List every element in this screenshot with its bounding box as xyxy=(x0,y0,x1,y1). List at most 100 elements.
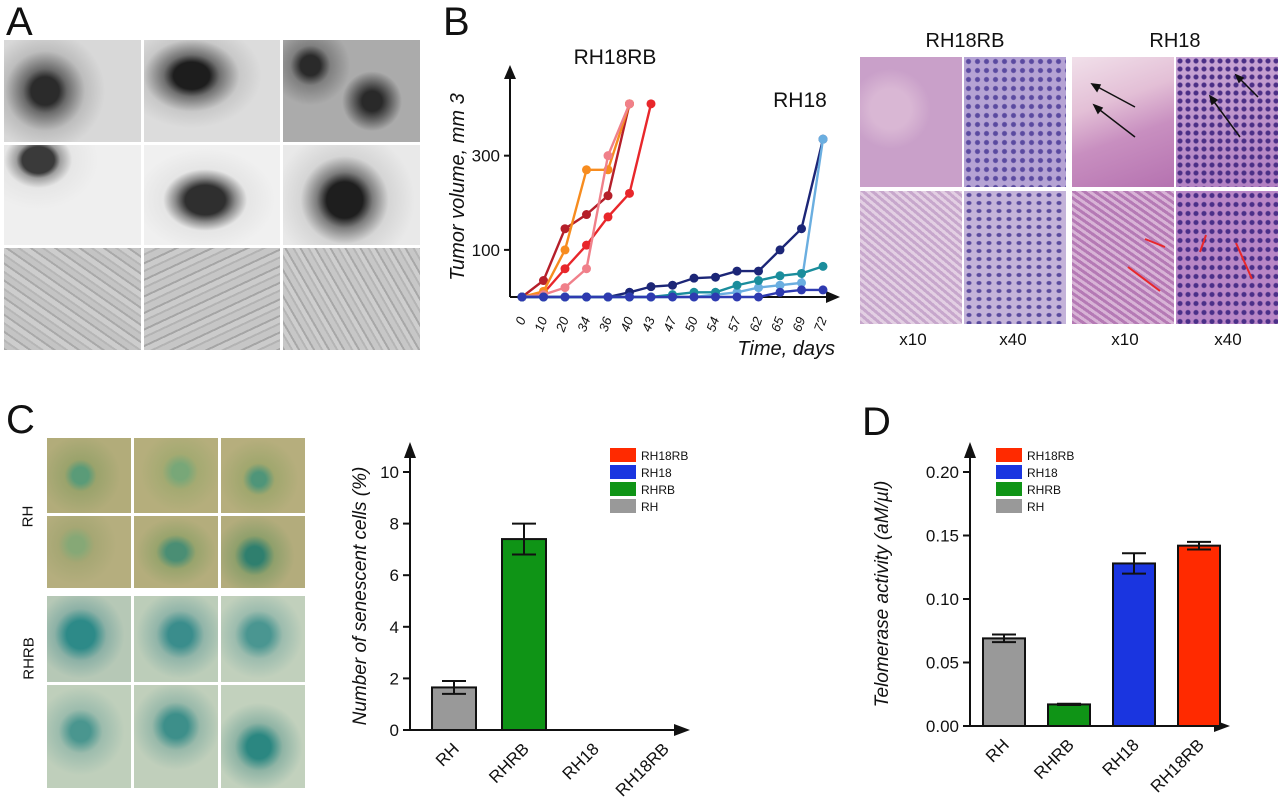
data-point xyxy=(732,292,742,302)
data-point xyxy=(625,99,634,109)
data-point xyxy=(603,191,613,201)
bar xyxy=(1047,703,1091,728)
legend-swatch xyxy=(996,499,1022,513)
x-tick-label: RH18RB xyxy=(612,739,673,800)
stain-image xyxy=(221,438,305,513)
x-tick-label: 10 xyxy=(531,314,550,333)
histology-image xyxy=(1176,191,1278,324)
micrograph xyxy=(4,248,141,350)
data-point xyxy=(560,224,570,234)
micrograph xyxy=(144,40,280,142)
x-tick-label: 50 xyxy=(682,314,701,333)
data-point xyxy=(560,245,570,255)
micrograph xyxy=(144,145,280,245)
data-point xyxy=(517,292,527,302)
legend-label: RH18 xyxy=(1027,466,1058,480)
histology-image xyxy=(1176,57,1278,187)
x-tick-label: 65 xyxy=(768,314,787,333)
legend-label: RHRB xyxy=(641,483,675,497)
legend-swatch xyxy=(996,465,1022,479)
legend-label: RH xyxy=(641,500,658,514)
telomerase-activity-chart: 0.00 0.05 0.10 0.15 0.20 Telomerase activity … xyxy=(872,442,1230,796)
legend-label: RH18RB xyxy=(1027,449,1074,463)
x-tick-label: 47 xyxy=(660,314,679,333)
series-line xyxy=(521,103,631,298)
stain-image xyxy=(134,596,218,682)
y-axis-arrow xyxy=(964,442,976,458)
annotation-rh18: RH18 xyxy=(773,89,827,112)
y-tick-label: 8 xyxy=(390,515,399,534)
x-tick-label: RHRB xyxy=(1030,735,1077,782)
data-point xyxy=(560,264,570,274)
stain-image xyxy=(47,438,131,513)
data-point xyxy=(582,210,591,220)
bar xyxy=(501,538,547,731)
data-point xyxy=(539,276,548,286)
y-axis-label: Number of senescent cells (%) xyxy=(350,467,371,726)
data-point xyxy=(754,276,763,286)
data-point xyxy=(818,285,828,295)
mag-label: x40 xyxy=(1214,330,1242,349)
legend-swatch xyxy=(996,448,1022,462)
data-point xyxy=(818,261,828,271)
data-point xyxy=(775,287,785,297)
data-point xyxy=(603,212,613,222)
mag-label: x10 xyxy=(899,330,927,349)
stain-image xyxy=(134,438,218,513)
x-tick-label: 72 xyxy=(811,314,830,333)
y-tick-label: 0.15 xyxy=(926,527,959,546)
data-point xyxy=(560,283,570,293)
stain-image xyxy=(47,516,131,588)
stain-image xyxy=(221,685,305,788)
x-tick-label: RH18 xyxy=(559,739,603,783)
panel-letter-d: D xyxy=(862,400,891,444)
legend-label: RHRB xyxy=(1027,483,1061,497)
tumor-growth-chart: 100 300 0 10 20 34 36 40 43 47 50 54 57 62 65 69 72 Time,… xyxy=(447,46,840,360)
legend-swatch xyxy=(610,499,636,513)
data-point xyxy=(646,282,656,292)
data-point xyxy=(754,292,763,302)
stain-image xyxy=(221,596,305,682)
legend-label: RH18 xyxy=(641,466,672,480)
histology-title-rh18: RH18 xyxy=(1149,30,1201,52)
micrograph xyxy=(144,248,280,350)
micrograph xyxy=(283,145,420,245)
x-tick-label: 62 xyxy=(746,314,765,333)
y-axis-label: Tumor volume, mm 3 xyxy=(447,93,469,280)
data-point xyxy=(646,292,656,302)
y-tick-label: 2 xyxy=(390,669,399,688)
data-point xyxy=(775,271,785,281)
histology-grid xyxy=(860,57,1278,324)
data-point xyxy=(668,292,677,302)
legend-swatch xyxy=(610,465,636,479)
data-point xyxy=(582,165,591,175)
bar xyxy=(1112,562,1156,727)
stain-image xyxy=(134,516,218,588)
data-point xyxy=(625,188,634,198)
y-tick-label: 0 xyxy=(390,721,399,740)
data-point xyxy=(797,285,806,295)
stain-image xyxy=(134,685,218,788)
data-point xyxy=(603,151,613,161)
data-point xyxy=(732,266,742,276)
x-axis-arrow xyxy=(674,724,690,736)
x-tick-label: 54 xyxy=(703,315,722,334)
panel-letter-b: B xyxy=(443,0,470,44)
histology-image xyxy=(1072,57,1174,187)
y-tick-label: 0.00 xyxy=(926,717,959,736)
y-tick-label: 10 xyxy=(380,463,399,482)
x-tick-label: RH18RB xyxy=(1147,735,1208,796)
legend-swatch xyxy=(610,448,636,462)
data-point xyxy=(582,292,591,302)
histology-image xyxy=(860,191,962,324)
legend-swatch xyxy=(996,482,1022,496)
x-tick-label: 34 xyxy=(574,315,593,334)
data-point xyxy=(797,278,806,288)
series-line xyxy=(521,103,631,299)
x-tick-label: 0 xyxy=(512,314,529,327)
histology-arrows xyxy=(1090,73,1259,292)
mag-label: x40 xyxy=(999,330,1027,349)
y-tick-label: 0.20 xyxy=(926,463,959,482)
histology-image xyxy=(964,191,1066,324)
data-point xyxy=(711,292,720,302)
